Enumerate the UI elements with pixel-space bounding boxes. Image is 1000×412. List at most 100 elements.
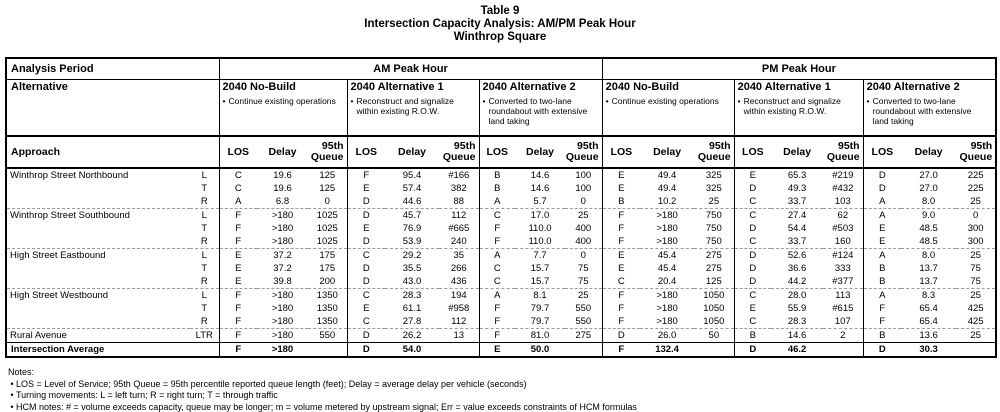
los-value: C: [478, 275, 516, 289]
alt-header-am-alternative-1: 2040 Alternative 1 • Reconstruct and sign…: [346, 79, 480, 137]
los-value: D: [862, 342, 902, 357]
alt-name: 2040 No-Build: [605, 81, 679, 93]
queue-value: 175: [319, 262, 336, 274]
queue-value: 100: [575, 169, 592, 181]
delay-value: 110.0: [528, 222, 552, 234]
los-value: E: [601, 248, 641, 262]
queue-value: 550: [575, 315, 592, 327]
queue-value: 300: [967, 222, 984, 234]
queue-header: 95th Queue: [439, 136, 480, 169]
movement-label: L: [201, 169, 207, 181]
queue-value: 425: [967, 315, 984, 327]
delay-value: 46.2: [771, 342, 824, 357]
approach-name: [6, 262, 190, 275]
title-line-3: Winthrop Square: [453, 31, 547, 43]
approach-name: [6, 275, 190, 289]
movement-label: R: [200, 315, 208, 327]
los-value: A: [218, 195, 258, 209]
los-value: D: [733, 222, 772, 235]
approach-data-row: Rural Avenue LTR F >180 550 D 26.2 13 F 81.0 275 D 2…: [6, 328, 997, 343]
delay-value: 33.7: [787, 195, 807, 207]
queue-value: 0: [956, 208, 997, 222]
los-value: B: [733, 328, 772, 343]
queue-value: 1050: [703, 302, 725, 314]
queue-value: 112: [439, 208, 480, 222]
queue-value: 550: [308, 328, 348, 343]
queue-value: 175: [308, 248, 348, 262]
queue-value: 275: [565, 328, 603, 343]
alt-header-pm-alternative-1: 2040 Alternative 1 • Reconstruct and sign…: [733, 79, 864, 137]
delay-value: >180: [271, 302, 294, 314]
alt-name: 2040 Alternative 1: [737, 81, 831, 93]
note-item: • LOS = Level of Service; 95th Queue = 95…: [8, 379, 1000, 391]
metrics-header-row: Approach LOS Delay 95th Queue LOS Delay 95th …: [6, 136, 997, 169]
delay-value: 14.6: [771, 328, 824, 343]
delay-value: 13.6: [901, 328, 957, 343]
los-value: E: [601, 182, 641, 195]
los-value: F: [218, 222, 258, 235]
alt-header-am-no-build: 2040 No-Build • Continue existing operati…: [218, 79, 348, 137]
queue-value: 382: [450, 182, 467, 194]
delay-value: 65.4: [919, 315, 938, 327]
movement-label: R: [200, 275, 208, 287]
queue-value: 125: [319, 169, 336, 181]
delay-header: Delay: [257, 136, 309, 169]
los-value: F: [601, 208, 641, 222]
queue-value: 750: [705, 222, 722, 234]
delay-value: 15.7: [530, 275, 550, 287]
delay-value: >180: [257, 328, 309, 343]
queue-value: 436: [450, 275, 467, 287]
alt-description: • Converted to two-lane roundabout with e…: [867, 96, 993, 126]
analysis-period-row: Analysis Period AM Peak Hour PM Peak Hou…: [6, 58, 997, 80]
delay-value: 8.1: [515, 288, 566, 302]
delay-value: 95.4: [402, 169, 422, 181]
note-text: HCM notes: # = volume exceeds capacity, …: [16, 401, 637, 412]
los-value: A: [478, 248, 516, 262]
movement-label: L: [190, 208, 220, 222]
queue-value: 107: [834, 315, 851, 327]
queue-value: 1025: [316, 235, 338, 247]
los-value: F: [218, 328, 258, 343]
los-value: D: [862, 168, 902, 182]
queue-value: 112: [451, 315, 467, 327]
queue-value: [694, 342, 735, 357]
delay-value: 57.4: [402, 182, 422, 194]
delay-value: 13.7: [919, 262, 938, 274]
queue-value: 35: [439, 248, 480, 262]
queue-value: 240: [450, 235, 467, 247]
los-value: C: [733, 288, 772, 302]
los-value: F: [218, 208, 258, 222]
delay-header: Delay: [385, 136, 440, 169]
los-value: F: [601, 302, 641, 315]
los-value: E: [346, 302, 386, 315]
delay-value: 110.0: [528, 235, 552, 247]
los-value: B: [862, 275, 902, 289]
delay-value: >180: [257, 208, 309, 222]
approach-data-row: Winthrop Street Southbound L F >180 1025 D 45.…: [6, 208, 997, 222]
approach-name: [6, 182, 190, 195]
delay-header: Delay: [901, 136, 957, 169]
queue-value: #503: [832, 222, 854, 234]
capacity-analysis-table: Analysis Period AM Peak Hour PM Peak Hou…: [5, 57, 998, 358]
delay-value: 27.8: [402, 315, 422, 327]
delay-value: 8.0: [901, 248, 957, 262]
delay-value: 52.6: [771, 248, 824, 262]
los-value: B: [478, 168, 516, 182]
alt-header-am-alternative-2: 2040 Alternative 2 • Converted to two-lan…: [478, 79, 603, 137]
delay-value: 37.2: [273, 262, 292, 274]
delay-value: >180: [640, 208, 695, 222]
los-value: D: [733, 275, 772, 289]
los-value: D: [601, 328, 641, 343]
los-value: F: [218, 288, 258, 302]
note-item: • HCM notes: # = volume exceeds capacity,…: [8, 402, 1000, 412]
queue-value: 25: [565, 288, 603, 302]
queue-value: [439, 342, 480, 357]
movement-label: T: [201, 262, 208, 274]
bullet-glyph: •: [10, 390, 14, 400]
los-value: A: [478, 288, 516, 302]
delay-value: 27.0: [919, 182, 938, 194]
queue-value: 1050: [703, 315, 725, 327]
queue-value: 25: [970, 195, 981, 207]
delay-value: 28.3: [385, 288, 440, 302]
alt-description-text: Converted to two-lane roundabout with ex…: [488, 96, 588, 126]
